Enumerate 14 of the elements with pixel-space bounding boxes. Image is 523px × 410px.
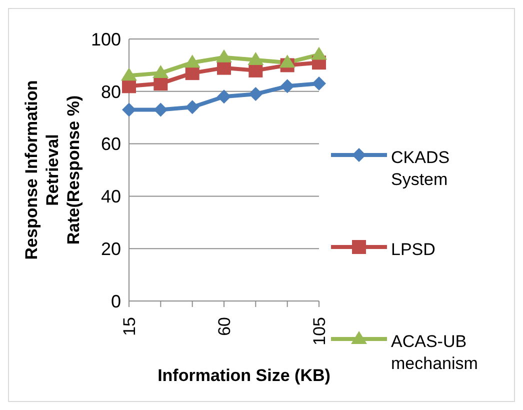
legend-label: ACAS-UB mechanism	[391, 331, 479, 375]
y-tick-label: 40	[100, 186, 121, 207]
y-tick-label: 20	[100, 238, 121, 259]
y-tick-label: 80	[100, 82, 121, 102]
x-tick-label: 60	[215, 317, 234, 336]
x-axis-title: Information Size (KB)	[158, 366, 330, 385]
legend-label: LPSD	[391, 239, 436, 261]
x-tick-label: 15	[120, 317, 139, 336]
y-axis-title: Response Information Retrieval Rate(Response %)	[22, 80, 83, 260]
y-tick-label: 0	[110, 291, 121, 312]
y-tick-label: 100	[90, 29, 121, 50]
y-tick-label: 60	[100, 134, 121, 154]
x-tick-label: 105	[310, 317, 329, 346]
legend-label: CKADS System	[391, 147, 451, 191]
